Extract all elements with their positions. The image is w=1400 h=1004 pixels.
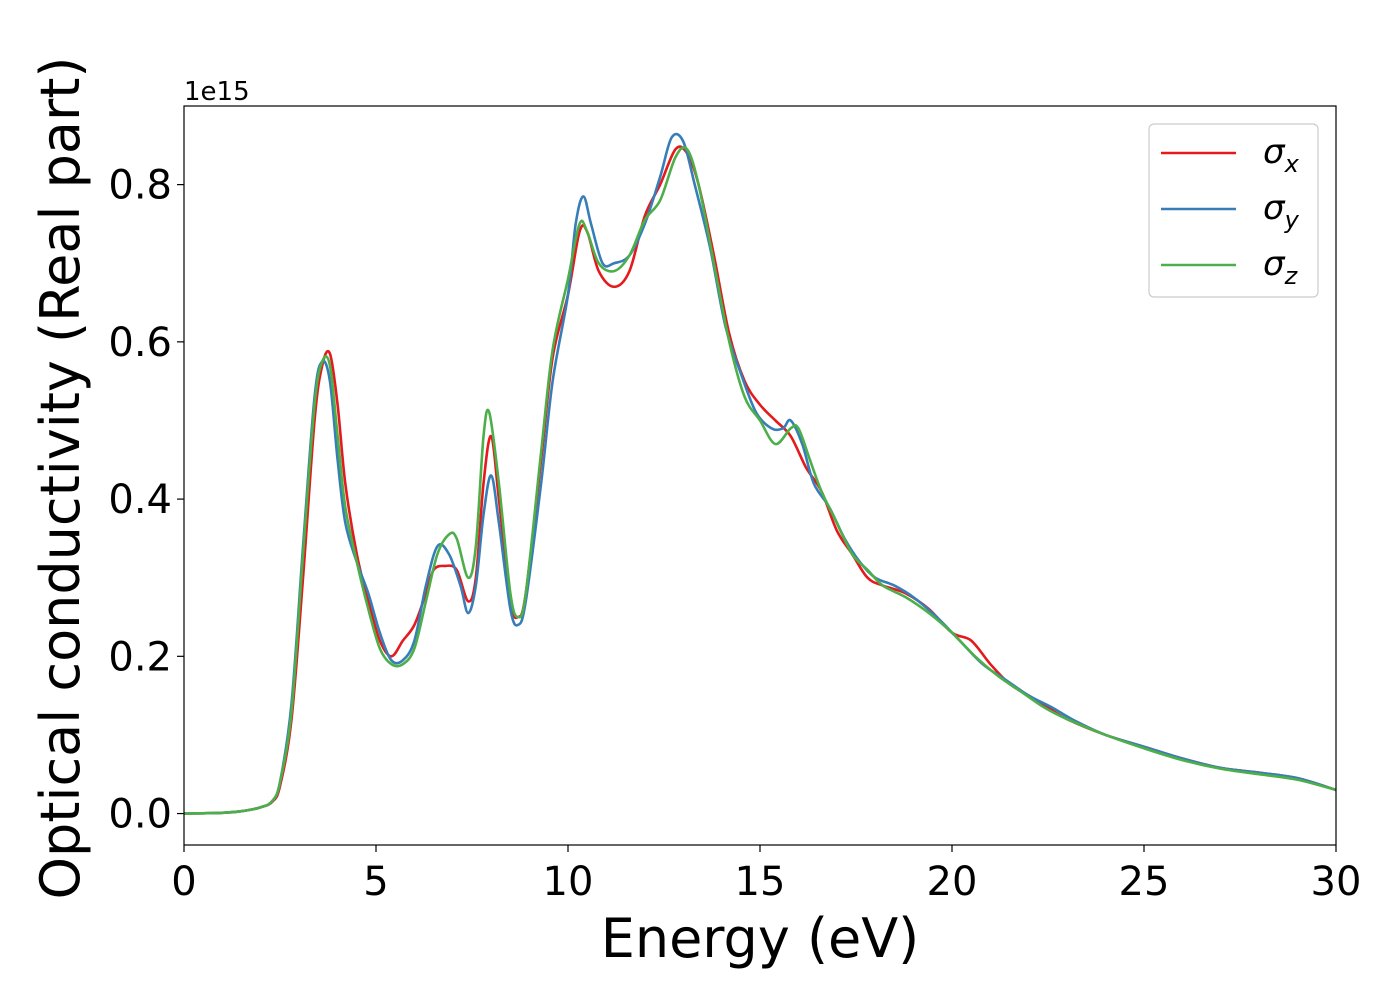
y-tick-label: 0.8 bbox=[108, 163, 172, 209]
x-tick-label: 5 bbox=[363, 859, 388, 905]
y-tick-label: 0.6 bbox=[108, 320, 172, 366]
x-tick-label: 20 bbox=[927, 859, 978, 905]
legend-label-x: σx bbox=[1263, 132, 1300, 178]
x-tick-label: 15 bbox=[735, 859, 786, 905]
y-axis-label: Optical conductivity (Real part) bbox=[29, 57, 92, 900]
x-tick-label: 30 bbox=[1311, 859, 1362, 905]
series-line-x bbox=[184, 145, 1336, 815]
x-axis-label: Energy (eV) bbox=[601, 907, 920, 970]
y-offset-label: 1e15 bbox=[184, 77, 250, 107]
x-tick-label: 25 bbox=[1119, 859, 1170, 905]
y-tick-label: 0.2 bbox=[108, 634, 172, 680]
legend-box bbox=[1148, 123, 1319, 298]
x-tick-label: 0 bbox=[171, 859, 196, 905]
axis-ticks: 0 5 10 15 20 25 30 0.0 0.2 0.4 0.6 0.8 bbox=[108, 163, 1361, 905]
y-tick-label: 0.0 bbox=[108, 792, 172, 838]
x-tick-label: 10 bbox=[543, 859, 594, 905]
series-line-z bbox=[184, 146, 1336, 815]
series-lines bbox=[184, 132, 1336, 815]
y-tick-label: 0.4 bbox=[108, 477, 172, 523]
